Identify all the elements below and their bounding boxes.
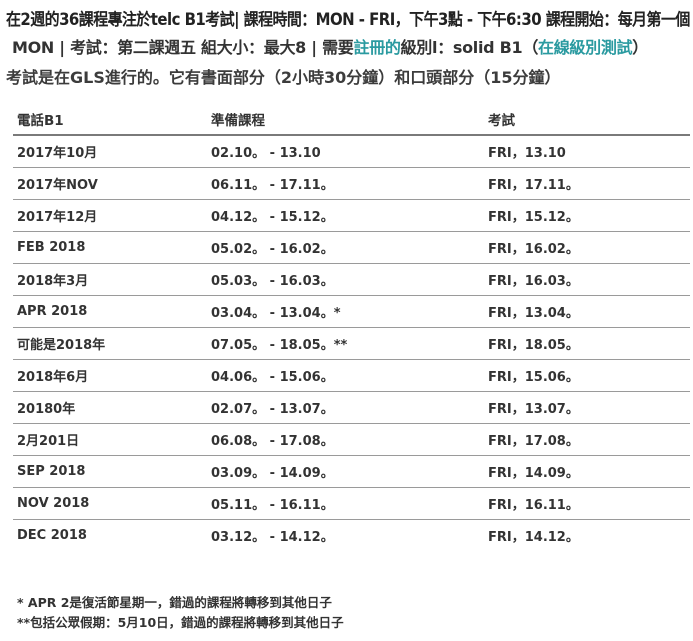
cell-exam-date: FRI，14.12。 xyxy=(488,530,579,545)
cell-month: 可能是2018年 xyxy=(13,327,207,360)
footnote-easter: * APR 2是復活節星期一，錯過的課程將轉移到其他日子 xyxy=(17,595,332,610)
cell-prep-course: 03.09。 - 14.09。 xyxy=(207,455,484,488)
cell-prep-course: 07.05。 - 18.05。** xyxy=(207,327,484,360)
header-course-info: 在2週的36課程專注於telc B1考試| 課程時間：MON - FRI，下午3… xyxy=(6,10,690,29)
table-row: FEB 2018 05.02。 - 16.02。 FRI，16.02。 xyxy=(13,231,690,264)
schedule-table: 電話B1 準備課程 考試 2017年10月 02.10。 - 13.10 FRI，1… xyxy=(13,103,690,551)
table-row: 2017年12月 04.12。 - 15.12。 FRI，15.12。 xyxy=(13,199,690,232)
register-link[interactable]: 註冊的 xyxy=(353,38,401,57)
cell-month: 20180年 xyxy=(13,391,207,424)
cell-exam-date: FRI，17.08。 xyxy=(484,423,690,456)
online-level-test-link[interactable]: 在線級別測試 xyxy=(538,38,633,57)
cell-prep-course: 05.11。 - 16.11。 xyxy=(207,487,484,520)
cell-prep-course: 02.07。 - 13.07。 xyxy=(207,391,484,424)
cell-month: 2017年12月 xyxy=(13,199,207,232)
table-row: SEP 2018 03.09。 - 14.09。 FRI，14.09。 xyxy=(13,455,690,488)
cell-prep-course: 05.03。 - 16.03。 xyxy=(207,263,484,296)
table-row: NOV 2018 05.11。 - 16.11。 FRI，16.11。 xyxy=(13,487,690,520)
cell-prep-course: 03.12。 - 14.12。 xyxy=(211,530,334,545)
cell-month: 2017年10月 xyxy=(13,135,207,168)
cell-exam-date: FRI，13.10 xyxy=(484,135,690,168)
cell-exam-date: FRI，13.04。 xyxy=(484,295,690,328)
cell-month: SEP 2018 xyxy=(13,455,207,488)
header-exam-info: MON | 考試：第二課週五 組大小：最大8 | 需要註冊的級別l：solid … xyxy=(12,34,648,58)
cell-prep-course: 04.12。 - 15.12。 xyxy=(207,199,484,232)
exam-location-info: 考試是在GLS進行的。它有書面部分（2小時30分鐘）和口頭部分（15分鐘） xyxy=(6,68,561,87)
table-header-row: 電話B1 準備課程 考試 xyxy=(13,103,690,136)
cell-month: DEC 2018 xyxy=(17,528,87,543)
table-row: DEC 2018 03.12。 - 14.12。 FRI，14.12。 xyxy=(13,520,690,552)
table-row: 2018年3月 05.03。 - 16.03。 FRI，16.03。 xyxy=(13,263,690,296)
footnote-holiday: **包括公眾假期：5月10日，錯過的課程將轉移到其他日子 xyxy=(17,615,344,630)
level-text: 級別l：solid B1（ xyxy=(400,38,539,57)
table-row: APR 2018 03.04。 - 13.04。* FRI，13.04。 xyxy=(13,295,690,328)
cell-exam-date: FRI，16.11。 xyxy=(484,487,690,520)
cell-prep-course: 04.06。 - 15.06。 xyxy=(207,359,484,392)
cell-month: 2月201日 xyxy=(13,423,207,456)
table-row: 2017年NOV 06.11。 - 17.11。 FRI，17.11。 xyxy=(13,167,690,200)
cell-exam-date: FRI，16.02。 xyxy=(484,231,690,264)
cell-exam-date: FRI，15.12。 xyxy=(484,199,690,232)
table-body: 2017年10月 02.10。 - 13.10 FRI，13.10 2017年NOV 0… xyxy=(13,135,690,551)
table-row: 可能是2018年 07.05。 - 18.05。** FRI，18.05。 xyxy=(13,327,690,360)
cell-prep-course: 06.08。 - 17.08。 xyxy=(207,423,484,456)
cell-prep-course: 03.04。 - 13.04。* xyxy=(207,295,484,328)
cell-exam-date: FRI，17.11。 xyxy=(484,167,690,200)
cell-exam-date: FRI，15.06。 xyxy=(484,359,690,392)
cell-prep-course: 05.02。 - 16.02。 xyxy=(207,231,484,264)
table-row: 20180年 02.07。 - 13.07。 FRI，13.07。 xyxy=(13,391,690,424)
column-header-prep-course: 準備課程 xyxy=(207,103,484,136)
cell-month: 2018年6月 xyxy=(13,359,207,392)
table-row: 2017年10月 02.10。 - 13.10 FRI，13.10 xyxy=(13,135,690,168)
footnotes: * APR 2是復活節星期一，錯過的課程將轉移到其他日子 **包括公眾假期：5月… xyxy=(17,593,344,633)
cell-prep-course: 06.11。 - 17.11。 xyxy=(207,167,484,200)
cell-month: NOV 2018 xyxy=(13,487,207,520)
paren-close: ） xyxy=(632,38,648,57)
header-exam-text: MON | 考試：第二課週五 組大小：最大8 | 需要 xyxy=(12,38,354,57)
cell-month: FEB 2018 xyxy=(13,231,207,264)
column-header-exam: 考試 xyxy=(484,103,690,136)
column-header-phone: 電話B1 xyxy=(13,103,207,136)
cell-month: 2018年3月 xyxy=(13,263,207,296)
cell-exam-date: FRI，16.03。 xyxy=(484,263,690,296)
cell-prep-course: 02.10。 - 13.10 xyxy=(207,135,484,168)
cell-month: 2017年NOV xyxy=(13,167,207,200)
cell-exam-date: FRI，14.09。 xyxy=(484,455,690,488)
table-row: 2月201日 06.08。 - 17.08。 FRI，17.08。 xyxy=(13,423,690,456)
cell-exam-date: FRI，18.05。 xyxy=(484,327,690,360)
table-row: 2018年6月 04.06。 - 15.06。 FRI，15.06。 xyxy=(13,359,690,392)
cell-month: APR 2018 xyxy=(13,295,207,328)
cell-exam-date: FRI，13.07。 xyxy=(484,391,690,424)
